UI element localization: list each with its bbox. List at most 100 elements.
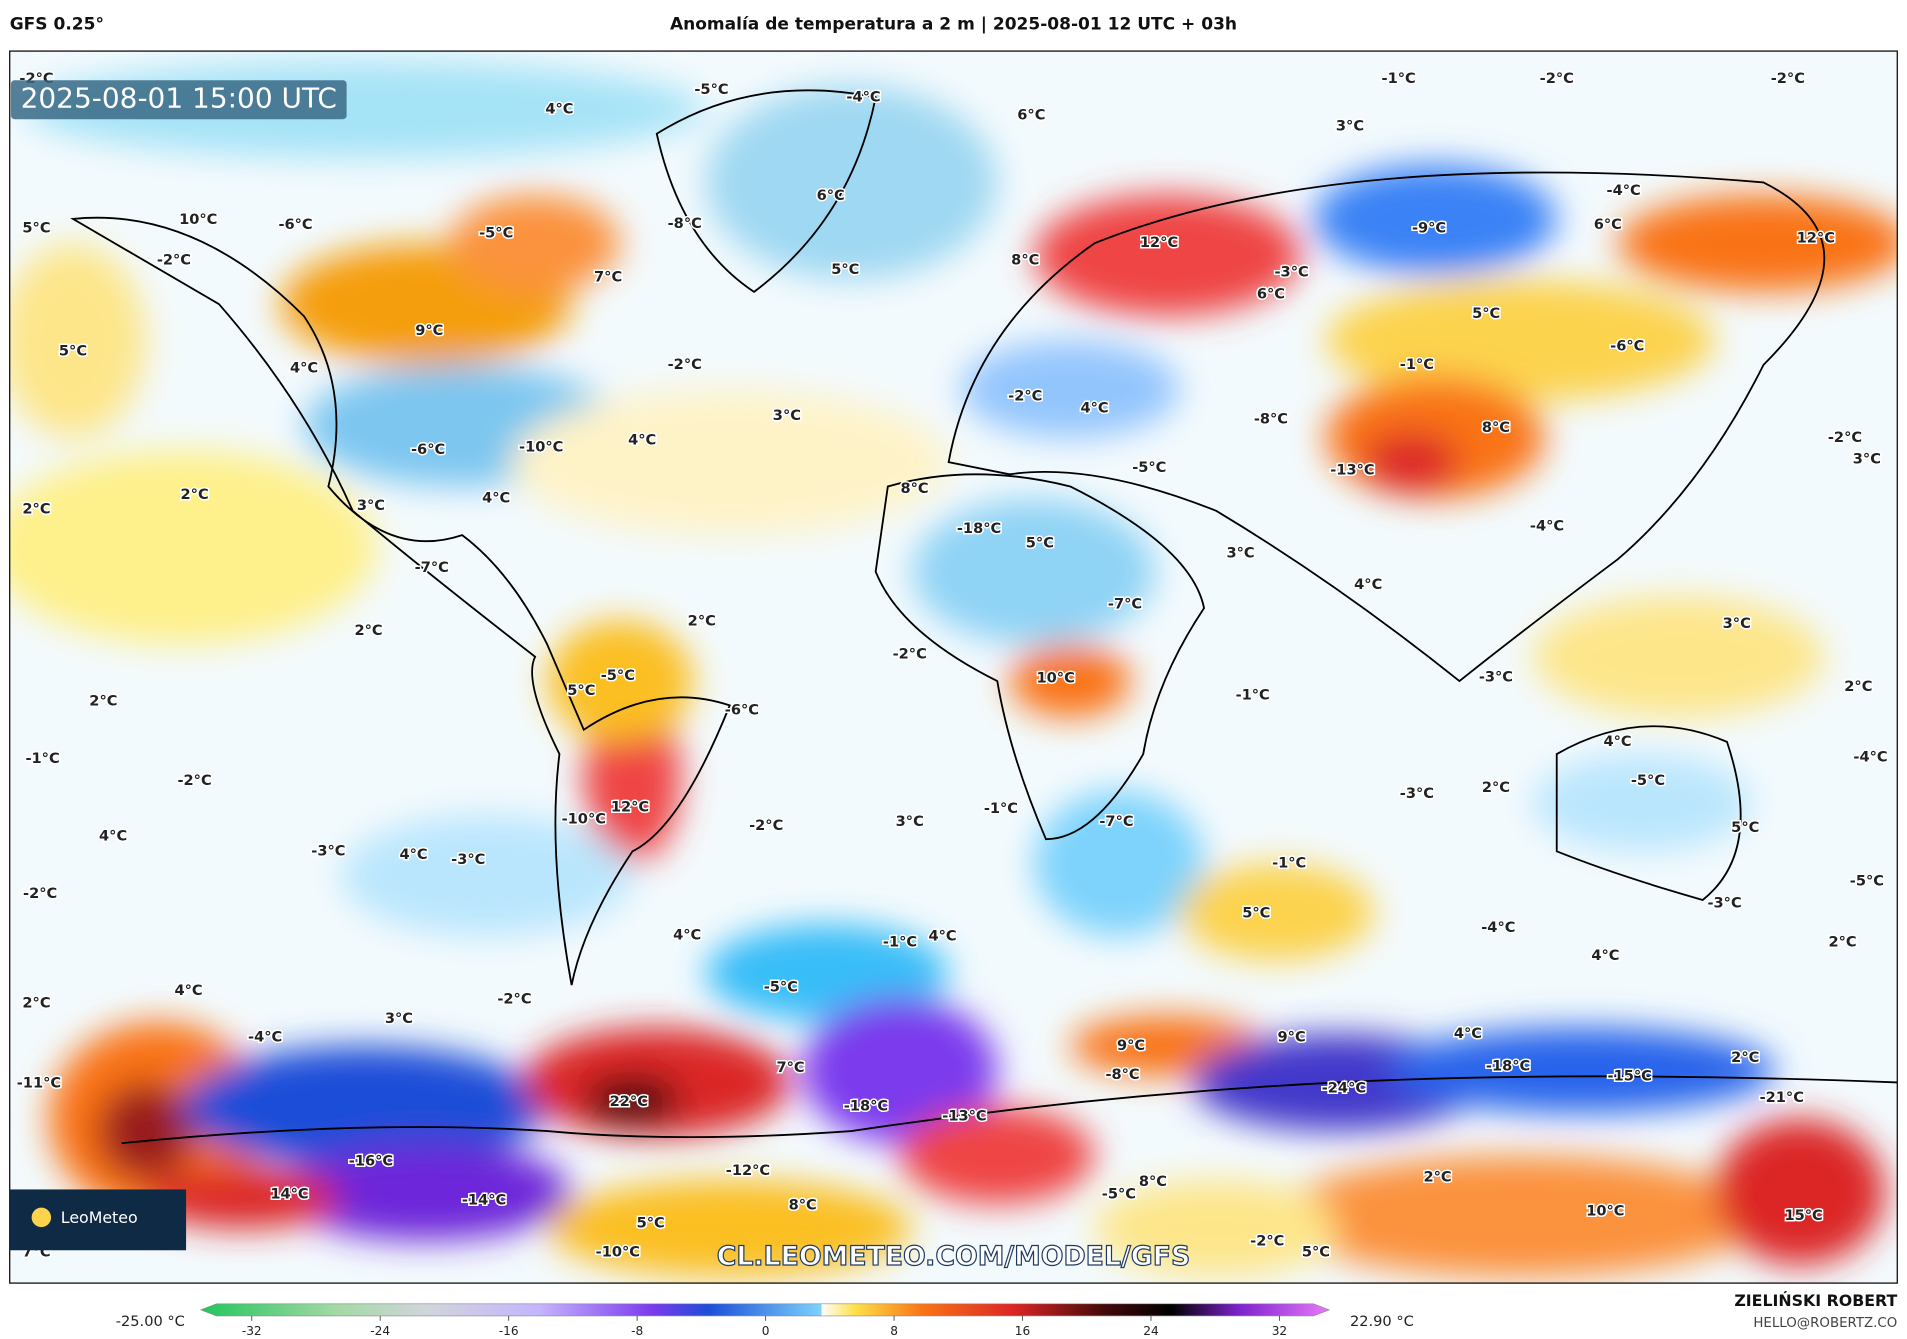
anomaly-label: 4°C (1354, 576, 1382, 593)
anomaly-label: 4°C (545, 100, 573, 117)
anomaly-label: -6°C (411, 441, 445, 458)
anomaly-label: 10°C (1586, 1202, 1624, 1219)
anomaly-label: 5°C (637, 1214, 665, 1231)
anomaly-label: -18°C (1486, 1058, 1530, 1075)
anomaly-label: 4°C (399, 846, 427, 863)
anomaly-label: -5°C (694, 81, 728, 98)
anomaly-label: 10°C (179, 211, 217, 228)
anomaly-label: 8°C (789, 1196, 817, 1213)
anomaly-label: -3°C (451, 851, 485, 868)
anomaly-label: -1°C (1236, 687, 1270, 704)
anomaly-label: 4°C (1454, 1025, 1482, 1042)
title: Anomalía de temperatura a 2 m | 2025-08-… (670, 14, 1237, 34)
map (9, 51, 1898, 1284)
anomaly-label: -8°C (1105, 1066, 1139, 1083)
anomaly-label: 7°C (594, 268, 622, 285)
anomaly-label: 2°C (354, 622, 382, 639)
anomaly-label: -1°C (984, 800, 1018, 817)
email: HELLO@ROBERTZ.CO (1753, 1316, 1897, 1331)
colorbar (199, 1303, 1331, 1317)
anomaly-label: -3°C (1707, 895, 1741, 912)
anomaly-label: 4°C (628, 431, 656, 448)
anomaly-label: -15°C (1608, 1067, 1652, 1084)
anomaly-label: 3°C (896, 813, 924, 830)
anomaly-label: -2°C (749, 817, 783, 834)
colorbar-tick-label: 0 (762, 1324, 770, 1338)
anomaly-label: 4°C (928, 927, 956, 944)
anomaly-label: 4°C (1591, 947, 1619, 964)
anomaly-label: -14°C (462, 1191, 506, 1208)
anomaly-label: -2°C (23, 885, 57, 902)
anomaly-label: -2°C (1250, 1233, 1284, 1250)
anomaly-label: 5°C (1302, 1244, 1330, 1261)
anomaly-label: -4°C (1481, 919, 1515, 936)
anomaly-label: -6°C (278, 216, 312, 233)
anomaly-label: 10°C (1037, 670, 1075, 687)
anomaly-label: 2°C (181, 486, 209, 503)
anomaly-label: -4°C (846, 88, 880, 105)
anomaly-label: -11°C (17, 1075, 61, 1092)
anomaly-label: 8°C (1139, 1173, 1167, 1190)
colorbar-ticks: -32 -24 -16 -8 0 8 16 24 32 (242, 1315, 1287, 1338)
anomaly-label: 2°C (22, 501, 50, 518)
anomaly-field (9, 60, 1898, 1278)
anomaly-label: 2°C (688, 612, 716, 629)
colorbar-tick-label: 16 (1015, 1324, 1030, 1338)
anomaly-label: -5°C (1850, 873, 1884, 890)
colorbar-tick-label: -8 (631, 1324, 643, 1338)
anomaly-label: -2°C (1828, 429, 1862, 446)
anomaly-label: -2°C (497, 991, 531, 1008)
anomaly-label: 9°C (1278, 1028, 1306, 1045)
anomaly-label: -5°C (1102, 1185, 1136, 1202)
anomaly-label: -4°C (1853, 749, 1887, 766)
colorbar-tick-label: -32 (242, 1324, 262, 1338)
anomaly-label: 2°C (1828, 934, 1856, 951)
colorbar-tick-label: 32 (1272, 1324, 1287, 1338)
anomaly-label: 3°C (1336, 117, 1364, 134)
anomaly-label: 12°C (1797, 229, 1835, 246)
anomaly-label: -2°C (157, 251, 191, 268)
anomaly-label: 8°C (1482, 419, 1510, 436)
colorbar-max: 22.90 °C (1350, 1313, 1414, 1330)
anomaly-label: -5°C (601, 667, 635, 684)
anomaly-label: 2°C (1423, 1168, 1451, 1185)
anomaly-label: 2°C (89, 693, 117, 710)
anomaly-label: -7°C (1099, 813, 1133, 830)
logo: LeoMeteo (61, 1208, 138, 1227)
anomaly-label: 4°C (174, 982, 202, 999)
anomaly-label: -18°C (957, 520, 1001, 537)
anomaly-label: 14°C (270, 1185, 308, 1202)
anomaly-label: 5°C (1472, 305, 1500, 322)
anomaly-label: -5°C (1631, 772, 1665, 789)
anomaly-label: -2°C (668, 356, 702, 373)
anomaly-label: -13°C (942, 1107, 986, 1124)
anomaly-label: 3°C (357, 497, 385, 514)
anomaly-label: 5°C (1242, 904, 1270, 921)
anomaly-label: 3°C (385, 1010, 413, 1027)
anomaly-label: 5°C (567, 682, 595, 699)
anomaly-label: -2°C (1540, 70, 1574, 87)
anomaly-label: 6°C (817, 187, 845, 204)
anomaly-label: -7°C (1108, 595, 1142, 612)
anomaly-label: 5°C (59, 342, 87, 359)
anomaly-label: -9°C (1412, 220, 1446, 237)
anomaly-label: 9°C (1117, 1037, 1145, 1054)
anomaly-label: -18°C (844, 1098, 888, 1115)
anomaly-label: -6°C (1610, 338, 1644, 355)
anomaly-label: 5°C (1731, 819, 1759, 836)
anomaly-label: 12°C (1140, 234, 1178, 251)
anomaly-label: 2°C (22, 994, 50, 1011)
anomaly-label: -16°C (349, 1152, 393, 1169)
anomaly-label: -5°C (479, 225, 513, 242)
colorbar-min: -25.00 °C (116, 1313, 185, 1330)
anomaly-label: 22°C (610, 1093, 648, 1110)
coastlines (70, 89, 1898, 1145)
anomaly-label: 4°C (1081, 400, 1109, 417)
anomaly-label: 3°C (1853, 451, 1881, 468)
anomaly-label: -3°C (1479, 668, 1513, 685)
anomaly-label: -4°C (1530, 518, 1564, 535)
anomaly-label: -1°C (883, 934, 917, 951)
colorbar-tick-label: 8 (890, 1324, 898, 1338)
watermark: CL.LEOMETEO.COM/MODEL/GFS (717, 1241, 1191, 1272)
